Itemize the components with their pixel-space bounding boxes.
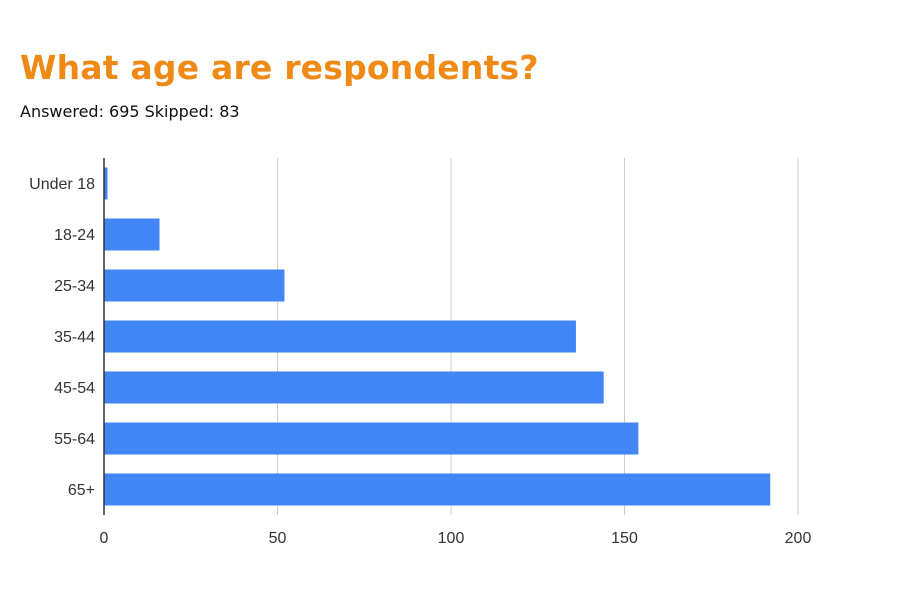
category-label-55-64: 55-64 [54,431,95,448]
bar-45-54 [104,371,604,404]
bar-18-24 [104,218,160,251]
category-label-18-24: 18-24 [54,227,95,244]
category-label-25-34: 25-34 [54,278,95,295]
x-tick-label-100: 100 [438,530,465,547]
x-tick-label-50: 50 [269,530,287,547]
bar-55-64 [104,422,639,455]
category-label-65-: 65+ [68,482,95,499]
x-tick-labels: 0 50 100 150 200 [100,530,812,547]
category-labels: Under 18 18-24 25-34 35-44 45-54 55-64 65+ [29,176,95,499]
x-tick-label-150: 150 [611,530,638,547]
bar-65- [104,473,771,506]
category-label-under-18: Under 18 [29,176,95,193]
x-tick-label-0: 0 [100,530,109,547]
bars [104,167,771,506]
bar-under-18 [104,167,108,200]
answered-count: Answered: 695 [20,102,140,121]
x-tick-label-200: 200 [785,530,812,547]
bar-25-34 [104,269,285,302]
category-label-35-44: 35-44 [54,329,95,346]
category-label-45-54: 45-54 [54,380,95,397]
response-summary: Answered: 695 Skipped: 83 [20,101,240,123]
skipped-count: Skipped: 83 [144,102,240,121]
bar-35-44 [104,320,576,353]
chart-title: What age are respondents? [20,48,539,87]
